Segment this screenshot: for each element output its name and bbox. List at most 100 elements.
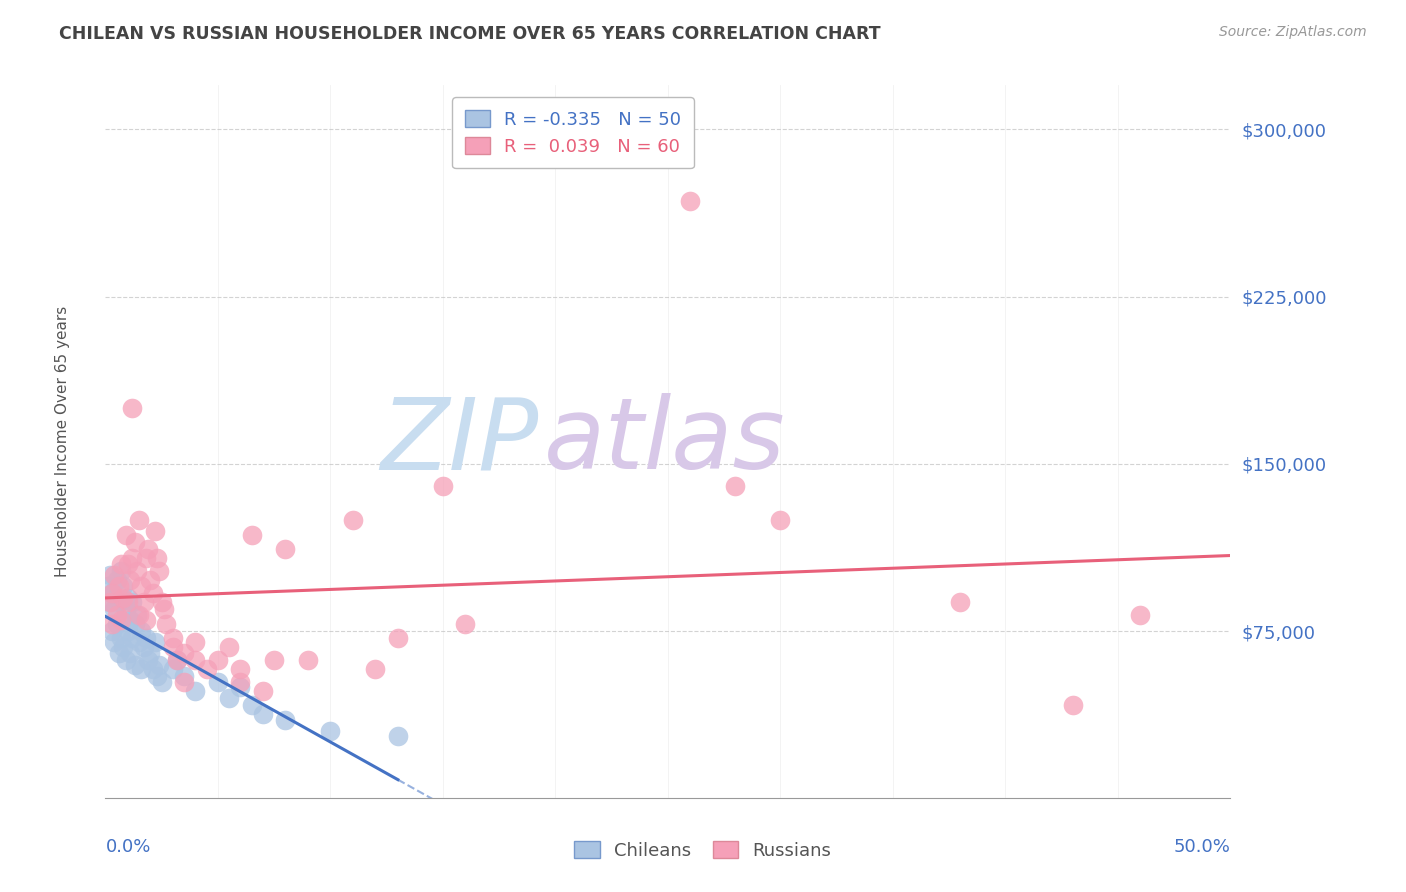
Point: [153, 602, 176, 616]
Point: [1062, 698, 1084, 712]
Text: ZIP: ZIP: [380, 393, 538, 490]
Text: 50.0%: 50.0%: [1174, 838, 1230, 856]
Point: [166, 653, 188, 667]
Point: [101, 586, 124, 600]
Point: [135, 613, 157, 627]
Point: [117, 624, 139, 639]
Point: [114, 653, 136, 667]
Point: [103, 568, 125, 582]
Point: [240, 528, 263, 542]
Point: [121, 550, 143, 565]
Point: [112, 580, 135, 594]
Point: [184, 635, 207, 649]
Point: [108, 646, 131, 660]
Point: [121, 401, 143, 416]
Point: [110, 564, 132, 578]
Point: [173, 675, 195, 690]
Point: [240, 698, 263, 712]
Point: [364, 662, 387, 676]
Text: Source: ZipAtlas.com: Source: ZipAtlas.com: [1219, 25, 1367, 39]
Point: [195, 662, 218, 676]
Point: [114, 602, 136, 616]
Point: [124, 534, 146, 549]
Point: [139, 646, 162, 660]
Point: [432, 479, 454, 493]
Point: [139, 573, 162, 587]
Point: [1129, 608, 1152, 623]
Point: [128, 512, 150, 526]
Point: [949, 595, 972, 609]
Point: [131, 624, 153, 639]
Text: Householder Income Over 65 years: Householder Income Over 65 years: [55, 306, 70, 577]
Point: [148, 657, 170, 672]
Point: [342, 512, 364, 526]
Point: [146, 550, 169, 565]
Point: [387, 631, 409, 645]
Point: [117, 595, 139, 609]
Point: [184, 684, 207, 698]
Point: [387, 729, 409, 743]
Point: [162, 662, 184, 676]
Point: [297, 653, 319, 667]
Point: [110, 557, 132, 572]
Point: [132, 595, 155, 609]
Point: [98, 595, 121, 609]
Point: [274, 541, 297, 556]
Point: [162, 631, 184, 645]
Point: [105, 617, 128, 632]
Point: [105, 573, 128, 587]
Point: [128, 635, 150, 649]
Legend: Chileans, Russians: Chileans, Russians: [567, 834, 839, 867]
Point: [121, 595, 143, 609]
Point: [148, 564, 170, 578]
Point: [229, 680, 252, 694]
Point: [131, 580, 153, 594]
Text: 0.0%: 0.0%: [105, 838, 150, 856]
Point: [124, 657, 146, 672]
Point: [98, 568, 121, 582]
Point: [155, 617, 177, 632]
Point: [128, 608, 150, 623]
Point: [150, 595, 173, 609]
Point: [173, 669, 195, 683]
Point: [274, 714, 297, 728]
Point: [120, 646, 142, 660]
Point: [105, 608, 128, 623]
Point: [112, 591, 135, 605]
Point: [263, 653, 285, 667]
Legend: R = -0.335   N = 50, R =  0.039   N = 60: R = -0.335 N = 50, R = 0.039 N = 60: [451, 97, 695, 169]
Point: [101, 617, 124, 632]
Point: [229, 662, 252, 676]
Point: [136, 541, 159, 556]
Point: [207, 653, 229, 667]
Point: [454, 617, 477, 632]
Point: [98, 595, 121, 609]
Point: [110, 613, 132, 627]
Point: [117, 591, 139, 605]
Point: [252, 684, 274, 698]
Point: [724, 479, 747, 493]
Point: [166, 653, 188, 667]
Point: [101, 624, 124, 639]
Point: [131, 662, 153, 676]
Point: [173, 646, 195, 660]
Point: [101, 586, 124, 600]
Point: [120, 613, 142, 627]
Point: [319, 724, 342, 739]
Point: [110, 631, 132, 645]
Point: [108, 595, 131, 609]
Point: [132, 640, 155, 654]
Point: [120, 573, 142, 587]
Point: [121, 631, 143, 645]
Point: [207, 675, 229, 690]
Point: [135, 550, 157, 565]
Point: [103, 635, 125, 649]
Point: [142, 586, 165, 600]
Point: [769, 512, 792, 526]
Point: [143, 635, 166, 649]
Point: [218, 640, 240, 654]
Text: atlas: atlas: [544, 393, 786, 490]
Point: [103, 602, 125, 616]
Point: [124, 617, 146, 632]
Point: [162, 640, 184, 654]
